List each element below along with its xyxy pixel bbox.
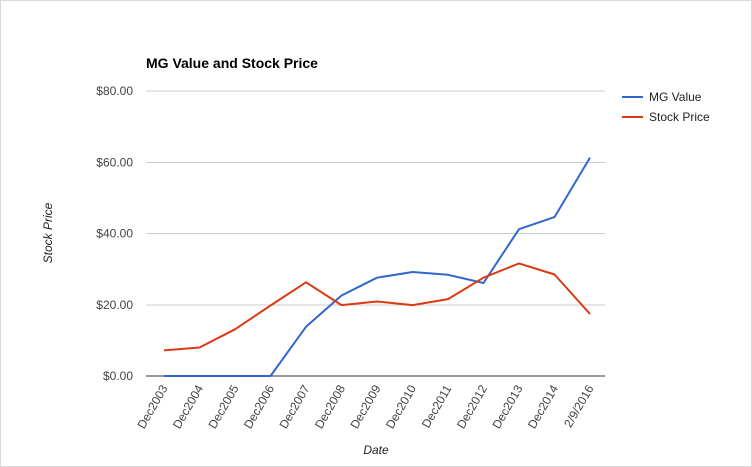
x-tick-label: Dec2003: [134, 382, 170, 431]
x-axis-ticks: Dec2003 Dec2004 Dec2005 Dec2006 Dec2007 Dec20…: [134, 382, 596, 431]
chart-title: MG Value and Stock Price: [146, 55, 318, 71]
x-tick-label: Dec2007: [276, 382, 312, 431]
series-line-stock-price: [163, 262, 591, 352]
x-tick-label: Dec2011: [419, 382, 455, 430]
x-tick-label: Dec2006: [241, 382, 277, 431]
legend-label-mg-value: MG Value: [649, 90, 702, 104]
y-axis-title: Stock Price: [41, 202, 55, 263]
x-tick-label: Dec2004: [170, 382, 206, 431]
x-axis-title: Date: [363, 443, 389, 457]
legend: MG Value Stock Price: [622, 90, 710, 124]
y-tick-label: $20.00: [96, 298, 133, 312]
x-tick-label: Dec2005: [205, 382, 241, 431]
gridlines: [146, 90, 605, 377]
x-tick-label: Dec2013: [489, 382, 525, 431]
y-tick-label: $60.00: [96, 155, 133, 169]
x-tick-label: Dec2008: [312, 382, 348, 431]
y-tick-label: $0.00: [103, 369, 133, 383]
series-lines: [163, 157, 591, 377]
x-tick-label: Dec2012: [454, 382, 490, 431]
x-tick-label: Dec2010: [383, 382, 419, 431]
y-tick-label: $80.00: [96, 84, 133, 98]
x-tick-label: Dec2009: [347, 382, 383, 431]
series-line-mg-value: [164, 157, 591, 377]
legend-label-stock-price: Stock Price: [649, 110, 710, 124]
x-tick-label: Dec2014: [525, 382, 561, 431]
y-tick-label: $40.00: [96, 227, 133, 241]
y-axis-ticks: $0.00 $20.00 $40.00 $60.00 $80.00: [96, 84, 133, 383]
x-tick-label: 2/9/2016: [561, 382, 597, 430]
